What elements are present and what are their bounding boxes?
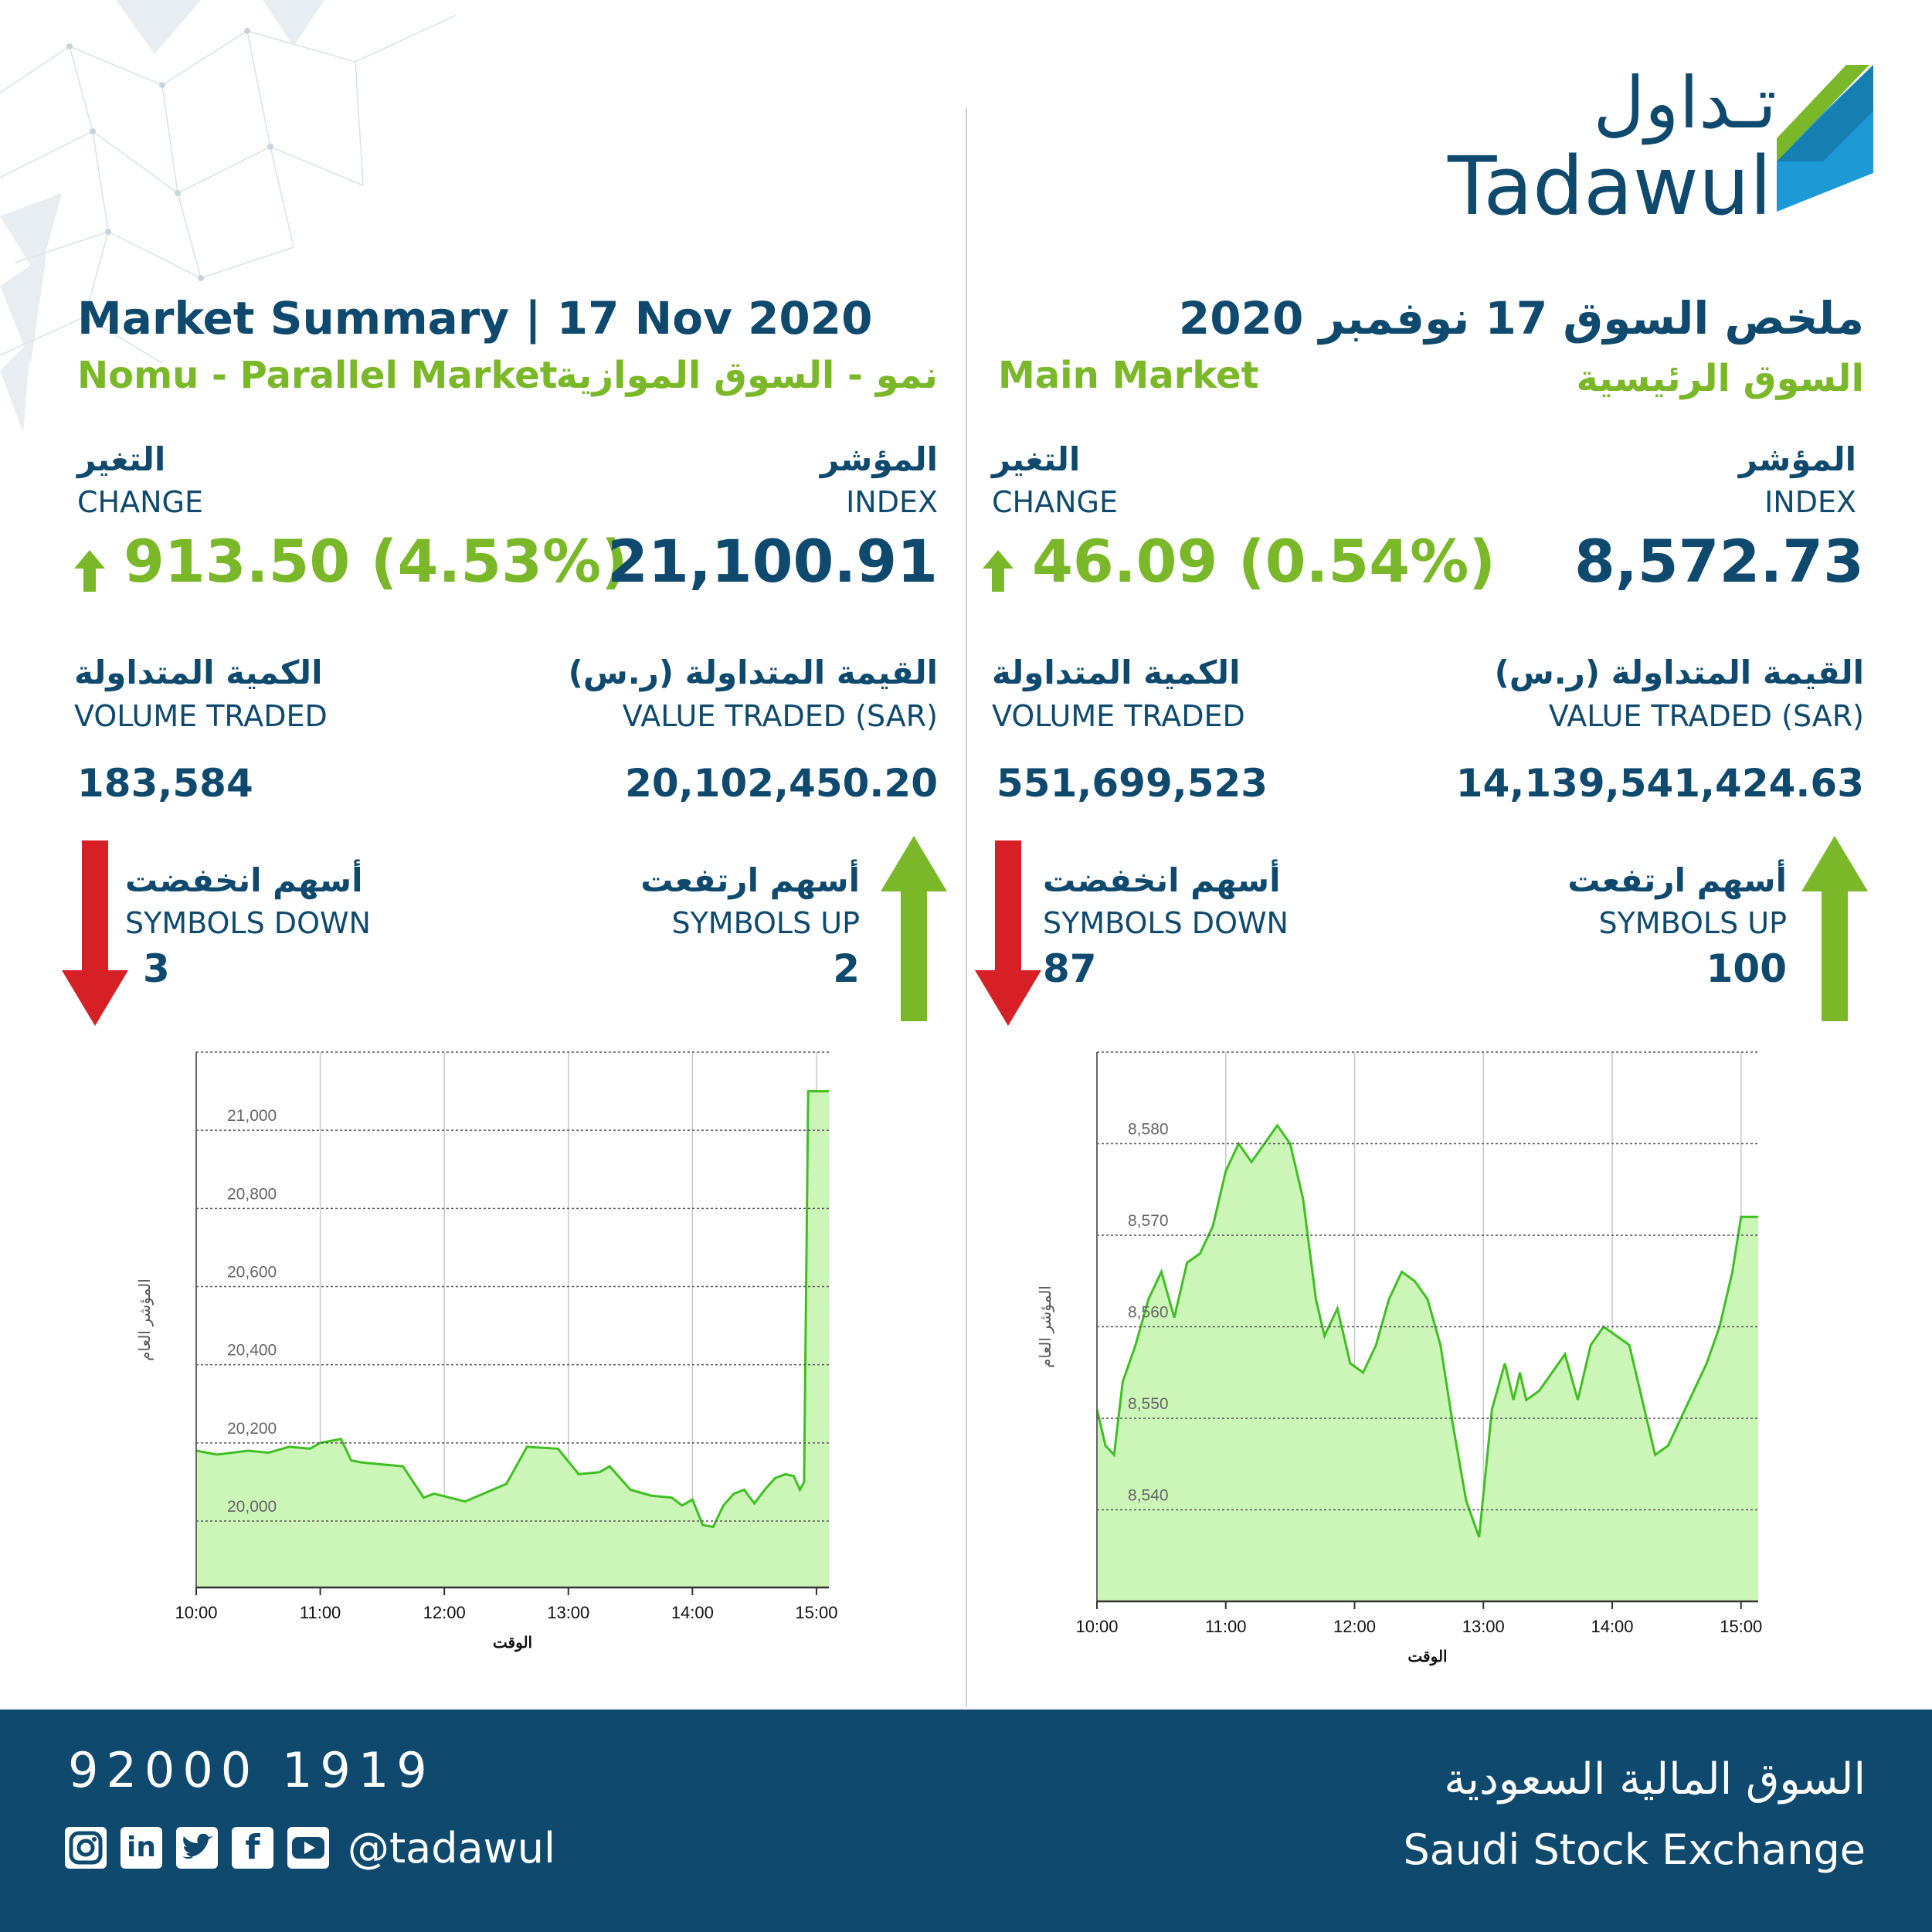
footer-bar: 92000 1919 in f @tadawul السوق المالية ا… bbox=[0, 1710, 1932, 1932]
main-change-value: 46.09 (0.54%) bbox=[1032, 527, 1496, 596]
summary-title-ar: ملخص السوق 17 نوفمبر 2020 bbox=[1178, 292, 1864, 345]
nomu-change-up-arrow-icon bbox=[74, 550, 105, 592]
nomu-volume-traded: 183,584 bbox=[77, 761, 253, 806]
main-symbols-down-label-en: SYMBOLS DOWN bbox=[1043, 906, 1289, 940]
nomu-index-chart-svg: 20,000 20,200 20,400 20,600 20,800 21,000 10:0… bbox=[137, 1051, 837, 1652]
main-change-up-arrow-icon bbox=[983, 550, 1014, 592]
y-tick-label: 20,600 bbox=[227, 1264, 277, 1282]
network-background bbox=[0, 0, 457, 433]
x-tick-label: 11:00 bbox=[1205, 1617, 1246, 1636]
x-tick-label: 10:00 bbox=[175, 1603, 217, 1622]
x-tick-label: 13:00 bbox=[547, 1603, 589, 1622]
x-tick-label: 12:00 bbox=[423, 1603, 466, 1622]
main-symbols-up-label-en: SYMBOLS UP bbox=[1598, 906, 1787, 940]
main-volume-traded: 551,699,523 bbox=[997, 761, 1268, 806]
x-tick-label: 15:00 bbox=[1720, 1617, 1762, 1636]
contact-phone: 92000 1919 bbox=[68, 1742, 435, 1798]
y-tick-label: 8,550 bbox=[1128, 1395, 1169, 1413]
main-volume-label-en: VOLUME TRADED bbox=[992, 699, 1245, 733]
nomu-market-name-en: Nomu - Parallel Market bbox=[77, 354, 558, 397]
nomu-value-traded: 20,102,450.20 bbox=[625, 761, 938, 806]
main-symbols-down-value: 87 bbox=[1043, 946, 1097, 991]
nomu-index-value: 21,100.91 bbox=[607, 527, 938, 596]
y-tick-label: 20,800 bbox=[227, 1185, 277, 1203]
x-tick-label: 15:00 bbox=[795, 1603, 837, 1622]
main-index-chart-svg: 8,540 8,550 8,560 8,570 8,580 10:00 11:00 12:00… bbox=[1037, 1051, 1762, 1666]
main-value-label-ar: القيمة المتداولة (ر.س) bbox=[1494, 654, 1864, 691]
nomu-volume-label-ar: الكمية المتداولة bbox=[74, 654, 323, 691]
main-market-name-ar: السوق الرئيسية bbox=[1576, 357, 1864, 400]
linkedin-icon[interactable]: in bbox=[121, 1827, 162, 1869]
y-tick-label: 20,400 bbox=[227, 1342, 277, 1360]
main-symbols-up-value: 100 bbox=[1706, 946, 1787, 991]
social-handle[interactable]: @tadawul bbox=[348, 1824, 556, 1873]
nomu-symbols-down-arrow-icon bbox=[62, 840, 128, 1026]
y-tick-label: 20,000 bbox=[227, 1498, 277, 1516]
facebook-icon[interactable]: f bbox=[232, 1827, 273, 1869]
twitter-icon[interactable] bbox=[176, 1827, 218, 1869]
x-tick-label: 10:00 bbox=[1075, 1617, 1118, 1636]
main-index-value: 8,572.73 bbox=[1574, 527, 1864, 596]
nomu-market-name-ar: نمو - السوق الموازية bbox=[555, 354, 938, 397]
tadawul-logo: تـداول Tadawul bbox=[1445, 62, 1877, 233]
tadawul-logo-mark-icon bbox=[1777, 65, 1873, 212]
main-value-label-en: VALUE TRADED (SAR) bbox=[1548, 699, 1864, 733]
main-symbols-up-label-ar: أسهم ارتفعت bbox=[1567, 861, 1787, 899]
logo-arabic: تـداول bbox=[1593, 62, 1777, 144]
index-series-line bbox=[1095, 1123, 1758, 1538]
x-tick-label: 14:00 bbox=[671, 1603, 714, 1622]
index-series-line bbox=[195, 1090, 829, 1529]
nomu-value-label-en: VALUE TRADED (SAR) bbox=[622, 699, 938, 733]
nomu-index-label-ar: المؤشر bbox=[820, 440, 938, 478]
y-tick-label: 8,540 bbox=[1128, 1487, 1169, 1505]
nomu-value-label-ar: القيمة المتداولة (ر.س) bbox=[568, 654, 938, 691]
exchange-name-ar: السوق المالية السعودية bbox=[1444, 1754, 1866, 1805]
center-divider bbox=[966, 108, 967, 1707]
x-axis-title: الوقت bbox=[1407, 1648, 1447, 1666]
x-axis-title: الوقت bbox=[493, 1635, 532, 1652]
index-area-fill bbox=[1097, 1125, 1758, 1601]
y-tick-label: 20,200 bbox=[227, 1420, 277, 1438]
logo-english: Tadawul bbox=[1448, 139, 1772, 233]
nomu-symbols-down-value: 3 bbox=[143, 946, 170, 991]
y-axis-title: المؤشر العام bbox=[137, 1278, 154, 1361]
nomu-change-value: 913.50 (4.53%) bbox=[124, 527, 628, 596]
main-symbols-down-label-ar: أسهم انخفضت bbox=[1043, 861, 1281, 899]
nomu-symbols-up-label-en: SYMBOLS UP bbox=[671, 906, 860, 940]
main-value-traded: 14,139,541,424.63 bbox=[1455, 761, 1864, 806]
main-index-label-en: INDEX bbox=[1764, 485, 1856, 519]
nomu-symbols-up-arrow-icon bbox=[881, 836, 947, 1021]
exchange-name-en: Saudi Stock Exchange bbox=[1403, 1825, 1866, 1874]
nomu-symbols-down-label-ar: أسهم انخفضت bbox=[125, 861, 363, 899]
y-axis-title: المؤشر العام bbox=[1037, 1285, 1054, 1368]
x-tick-label: 12:00 bbox=[1333, 1617, 1376, 1636]
nomu-index-label-en: INDEX bbox=[846, 485, 938, 519]
nomu-volume-label-en: VOLUME TRADED bbox=[74, 699, 328, 733]
index-area-fill bbox=[196, 1091, 829, 1587]
nomu-change-label-ar: التغير bbox=[77, 440, 166, 478]
nomu-index-chart: 20,000 20,200 20,400 20,600 20,800 21,000 10:0… bbox=[100, 1035, 842, 1676]
y-tick-label: 8,580 bbox=[1128, 1121, 1169, 1139]
x-tick-label: 14:00 bbox=[1591, 1617, 1633, 1636]
nomu-symbols-down-label-en: SYMBOLS DOWN bbox=[125, 906, 371, 940]
summary-title-en: Market Summary | 17 Nov 2020 bbox=[77, 292, 873, 345]
main-change-label-en: CHANGE bbox=[992, 485, 1118, 519]
main-index-label-ar: المؤشر bbox=[1738, 440, 1856, 478]
main-change-label-ar: التغير bbox=[992, 440, 1081, 478]
y-tick-label: 8,560 bbox=[1128, 1304, 1169, 1322]
main-market-name-en: Main Market bbox=[998, 354, 1259, 397]
y-tick-label: 8,570 bbox=[1128, 1212, 1169, 1230]
nomu-change-label-en: CHANGE bbox=[77, 485, 203, 519]
nomu-symbols-up-value: 2 bbox=[833, 946, 860, 991]
main-volume-label-ar: الكمية المتداولة bbox=[992, 654, 1241, 691]
y-tick-label: 21,000 bbox=[227, 1107, 277, 1125]
youtube-icon[interactable] bbox=[287, 1827, 329, 1869]
x-tick-label: 11:00 bbox=[300, 1603, 341, 1622]
x-tick-label: 13:00 bbox=[1462, 1617, 1505, 1636]
main-symbols-up-arrow-icon bbox=[1801, 836, 1868, 1021]
instagram-icon[interactable] bbox=[65, 1827, 107, 1869]
main-symbols-down-arrow-icon bbox=[975, 840, 1041, 1026]
main-index-chart: 8,540 8,550 8,560 8,570 8,580 10:00 11:00 12:00… bbox=[1035, 1035, 1777, 1676]
nomu-symbols-up-label-ar: أسهم ارتفعت bbox=[640, 861, 860, 899]
